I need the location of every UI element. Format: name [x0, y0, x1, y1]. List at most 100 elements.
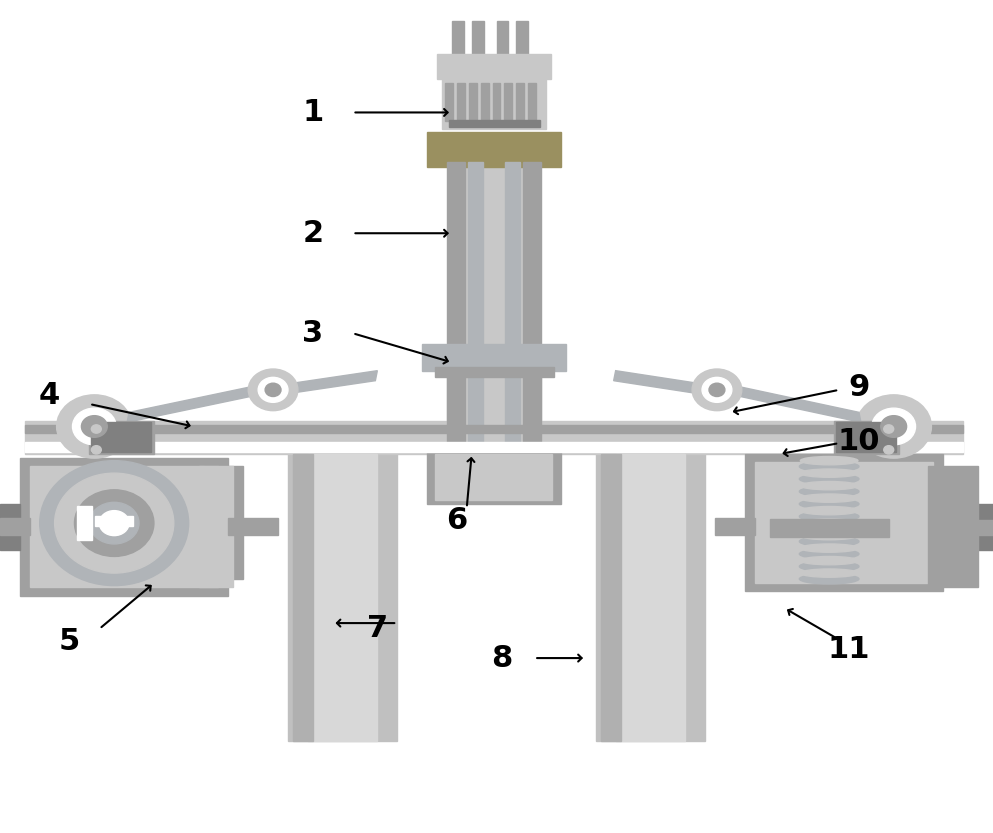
Ellipse shape [800, 469, 858, 477]
Text: 1: 1 [302, 98, 324, 127]
Bar [77, 506, 92, 540]
Bar [493, 83, 500, 121]
Ellipse shape [800, 569, 858, 577]
Circle shape [692, 369, 742, 411]
Bar [447, 346, 465, 454]
Text: 3: 3 [302, 319, 324, 347]
Bar [437, 54, 551, 79]
Ellipse shape [799, 486, 859, 496]
Ellipse shape [799, 536, 859, 546]
Circle shape [709, 383, 725, 397]
Circle shape [91, 446, 101, 454]
Bar [95, 516, 133, 526]
Text: 10: 10 [838, 427, 880, 456]
Bar [953, 504, 993, 550]
Ellipse shape [799, 499, 859, 509]
Circle shape [72, 408, 116, 445]
Bar [516, 21, 528, 58]
Bar [445, 83, 453, 121]
Ellipse shape [799, 511, 859, 521]
Bar [770, 519, 889, 537]
Bar [472, 21, 484, 58]
Circle shape [265, 383, 281, 397]
Bar [516, 83, 524, 121]
Text: 6: 6 [446, 506, 468, 535]
Text: 9: 9 [848, 373, 870, 402]
Bar [457, 83, 465, 121]
Bar [308, 454, 377, 741]
Bar [928, 466, 978, 587]
Bar [228, 518, 278, 535]
Polygon shape [291, 371, 377, 393]
Bar [504, 83, 512, 121]
Ellipse shape [799, 574, 859, 584]
Ellipse shape [799, 474, 859, 484]
Bar [0, 518, 30, 535]
Bar [293, 454, 313, 741]
Bar [755, 462, 933, 583]
Text: 2: 2 [302, 219, 324, 247]
Bar [715, 518, 755, 535]
Bar [836, 422, 896, 452]
Circle shape [872, 408, 916, 445]
FancyBboxPatch shape [447, 162, 541, 350]
Polygon shape [127, 383, 268, 422]
Text: 8: 8 [491, 644, 512, 672]
Bar [30, 466, 218, 587]
Ellipse shape [800, 544, 858, 552]
Text: 7: 7 [366, 615, 388, 643]
Bar [435, 367, 554, 377]
Circle shape [258, 377, 288, 402]
Bar [745, 454, 943, 591]
Circle shape [702, 377, 732, 402]
Circle shape [856, 395, 931, 458]
Bar [481, 83, 489, 121]
Bar [91, 422, 151, 452]
Circle shape [55, 473, 174, 573]
Bar [435, 454, 552, 500]
Circle shape [74, 490, 154, 556]
Bar [468, 346, 483, 454]
Ellipse shape [800, 481, 858, 490]
Bar [447, 162, 541, 350]
Bar [496, 21, 508, 58]
Ellipse shape [800, 519, 858, 527]
Bar [616, 454, 685, 741]
Circle shape [884, 446, 894, 454]
Ellipse shape [799, 461, 859, 471]
Text: 11: 11 [828, 636, 870, 664]
Bar [422, 344, 566, 371]
Ellipse shape [800, 456, 858, 465]
Bar [834, 421, 899, 454]
Bar [469, 83, 477, 121]
Ellipse shape [800, 506, 858, 515]
Bar [523, 346, 541, 454]
Bar [938, 520, 993, 535]
Polygon shape [723, 383, 861, 422]
Circle shape [57, 395, 132, 458]
Bar [89, 421, 154, 454]
Circle shape [881, 416, 907, 437]
Bar [523, 162, 541, 350]
Bar [601, 454, 621, 741]
Bar [204, 466, 243, 579]
Bar [505, 346, 520, 454]
Ellipse shape [800, 494, 858, 502]
Polygon shape [614, 371, 697, 393]
Circle shape [81, 416, 107, 437]
Circle shape [99, 511, 129, 536]
Bar [25, 442, 963, 452]
Circle shape [91, 425, 101, 433]
Circle shape [40, 461, 189, 586]
Bar [288, 454, 397, 741]
Bar [505, 162, 520, 350]
Circle shape [884, 425, 894, 433]
Bar [20, 458, 228, 596]
Ellipse shape [800, 531, 858, 540]
Bar [442, 75, 546, 129]
Bar [528, 83, 536, 121]
Bar [25, 425, 963, 433]
Bar [25, 421, 963, 454]
Text: 4: 4 [39, 382, 61, 410]
Ellipse shape [799, 524, 859, 534]
